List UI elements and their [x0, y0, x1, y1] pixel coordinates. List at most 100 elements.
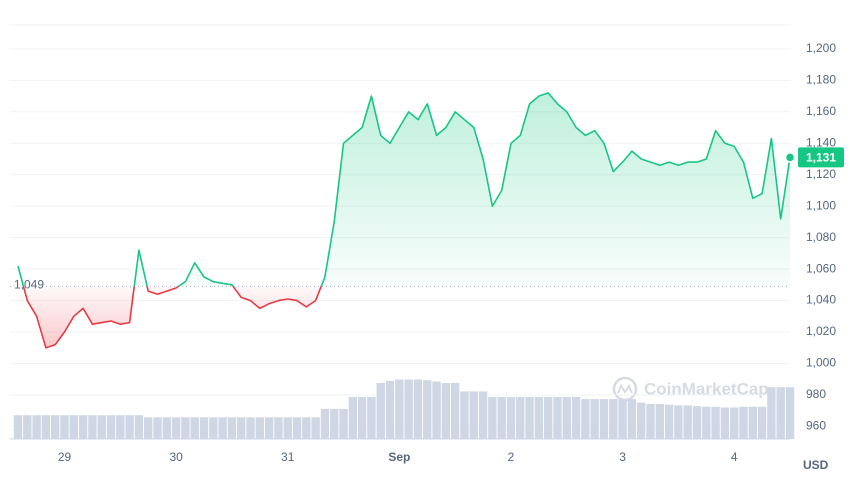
- volume-bar: [51, 415, 60, 439]
- volume-bar: [525, 397, 534, 439]
- volume-bar: [767, 387, 776, 439]
- volume-bar: [776, 387, 785, 439]
- volume-bar: [227, 417, 237, 439]
- x-tick-label: 30: [169, 450, 183, 464]
- y-tick-label: 1,040: [806, 293, 836, 307]
- volume-bar: [264, 417, 274, 439]
- price-line: [17, 92, 791, 349]
- y-tick-label: 1,140: [806, 135, 836, 149]
- volume-bar: [125, 415, 134, 439]
- volume-bar: [730, 407, 739, 439]
- volume-bar: [674, 405, 683, 439]
- volume-bar: [209, 417, 218, 439]
- y-tick-label: 1,060: [806, 261, 836, 275]
- volume-bar: [311, 417, 320, 439]
- volume-bar: [646, 404, 655, 439]
- volume-bar: [190, 417, 199, 439]
- volume-bar: [106, 415, 116, 439]
- volume-bar: [153, 417, 162, 439]
- volume-bar: [376, 383, 385, 439]
- volume-bar: [432, 381, 441, 439]
- volume-bar: [116, 415, 125, 439]
- y-tick-label: 1,020: [806, 324, 836, 338]
- volume-bar: [516, 397, 525, 439]
- volume-bar: [692, 406, 702, 439]
- volume-bar: [41, 415, 51, 439]
- volume-bar: [599, 399, 609, 439]
- volume-bar: [553, 397, 562, 439]
- current-dot: [784, 152, 796, 163]
- volume-bar: [497, 397, 506, 439]
- volume-bar: [162, 417, 172, 439]
- volume-bar: [711, 406, 720, 439]
- volume-bar: [562, 397, 571, 439]
- volume-bar: [543, 397, 553, 439]
- volume-bar: [199, 417, 209, 439]
- x-tick-label: 29: [58, 450, 72, 464]
- volume-bar: [609, 399, 618, 439]
- volume-bar: [246, 417, 255, 439]
- y-tick-label: 1,180: [806, 73, 836, 87]
- volume-bar: [255, 417, 265, 439]
- volume-bar: [385, 380, 395, 439]
- volume-bar: [218, 417, 227, 439]
- volume-bar: [60, 415, 69, 439]
- volume-bar: [32, 415, 41, 439]
- volume-bar: [683, 405, 692, 439]
- volume-bar: [302, 417, 311, 439]
- volume-bar: [757, 406, 767, 439]
- volume-bar: [144, 417, 153, 439]
- volume-bar: [395, 379, 404, 439]
- volume-bar: [702, 406, 711, 439]
- volume-bar: [423, 380, 432, 439]
- volume-bar: [181, 417, 190, 439]
- volume-bar: [69, 415, 78, 439]
- watermark-text: CoinMarketCap: [644, 379, 769, 398]
- volume-bar: [441, 383, 451, 439]
- volume-bar: [450, 383, 460, 439]
- y-tick-label: 1,080: [806, 230, 836, 244]
- volume-bar: [748, 406, 757, 439]
- volume-bar: [506, 397, 516, 439]
- y-tick-label: 960: [806, 419, 826, 433]
- volume-bar: [618, 399, 627, 439]
- x-tick-label: 31: [281, 450, 295, 464]
- volume-bar: [571, 397, 581, 439]
- volume-bar: [655, 404, 664, 439]
- volume-bar: [274, 417, 283, 439]
- volume-bar: [720, 407, 730, 439]
- volume-bar: [367, 397, 376, 439]
- volume-bar: [97, 415, 106, 439]
- volume-bar: [320, 408, 330, 439]
- price-badge-label: 1,131: [806, 151, 836, 165]
- watermark: CoinMarketCap: [612, 376, 769, 402]
- volume-bar: [23, 415, 32, 439]
- y-tick-label: 1,120: [806, 167, 836, 181]
- y-tick-label: 980: [806, 387, 826, 401]
- volume-bar: [739, 406, 748, 439]
- volume-bar: [171, 417, 181, 439]
- volume-bar: [404, 379, 413, 439]
- volume-bar: [88, 415, 97, 439]
- volume-bar: [413, 379, 423, 439]
- volume-bar: [339, 408, 348, 439]
- volume-bar: [134, 415, 144, 439]
- volume-bar: [469, 391, 478, 439]
- baseline-label: 1,049: [14, 278, 44, 292]
- volume-bar: [534, 397, 544, 439]
- y-tick-label: 1,100: [806, 198, 836, 212]
- volume-bar: [292, 417, 302, 439]
- volume-bar: [488, 397, 497, 439]
- volume-bar: [581, 399, 590, 439]
- volume-bar: [357, 397, 367, 439]
- y-tick-label: 1,200: [806, 41, 836, 55]
- y-tick-label: 1,160: [806, 104, 836, 118]
- volume-bar: [13, 415, 23, 439]
- x-tick-label: Sep: [388, 450, 410, 464]
- volume-bar: [237, 417, 246, 439]
- x-tick-label: 4: [731, 450, 738, 464]
- y-tick-label: 1,000: [806, 356, 836, 370]
- volume-bar: [348, 397, 358, 439]
- volume-bar: [664, 404, 674, 439]
